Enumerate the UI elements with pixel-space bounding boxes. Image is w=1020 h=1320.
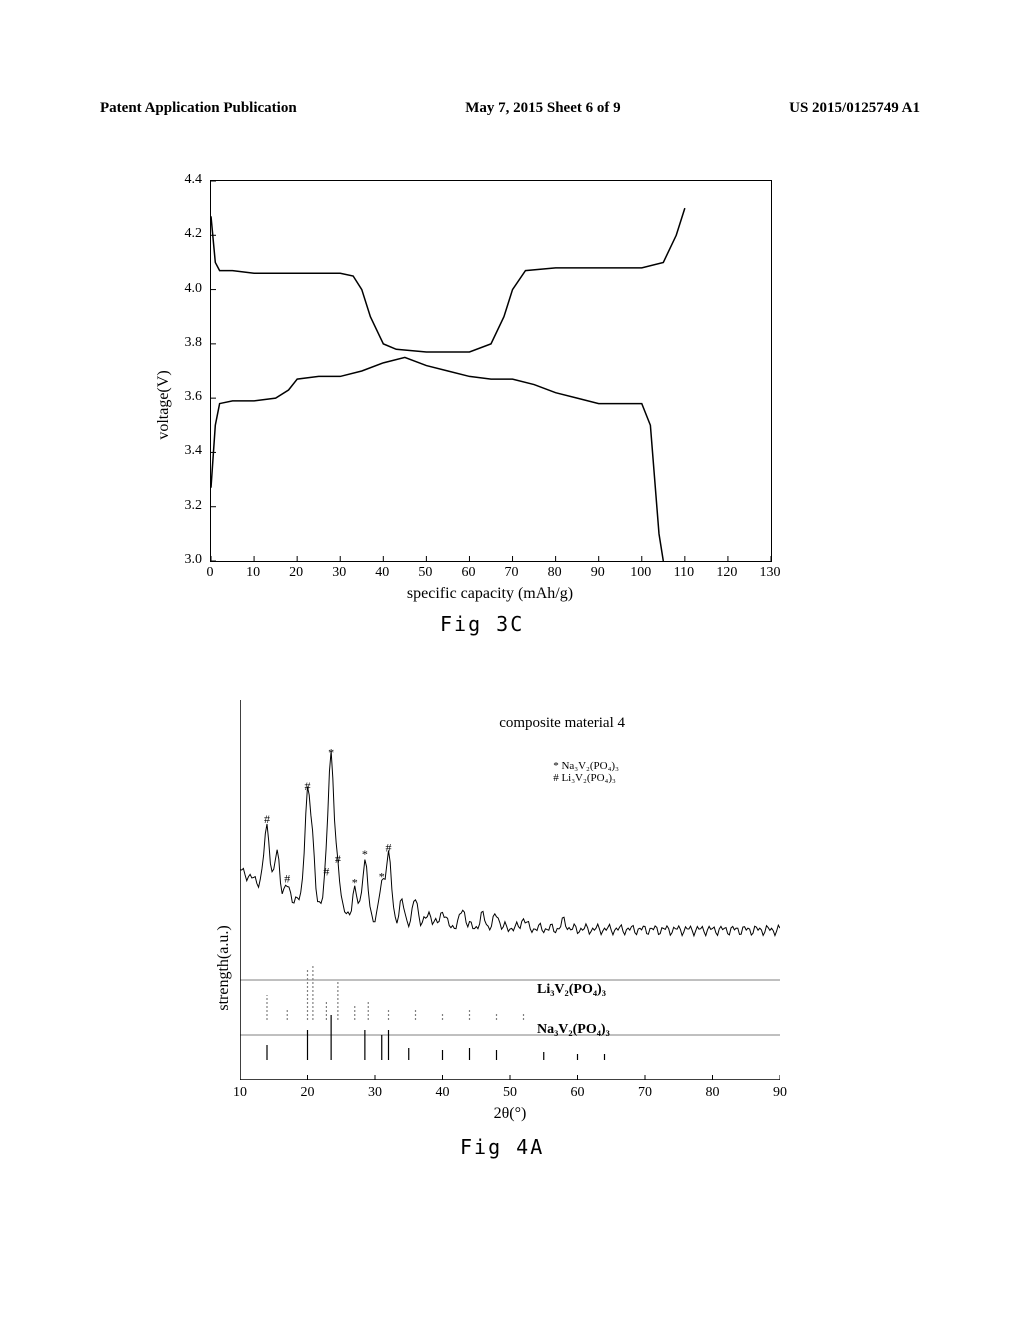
chart2-svg: # # # # * # * * * # [240,700,780,1080]
chart2-xtick: 40 [436,1085,450,1101]
chart1-xtick: 20 [289,565,303,581]
chart2-xlabel: 2θ(°) [494,1105,527,1123]
svg-text:#: # [386,840,392,854]
svg-text:*: * [352,875,358,889]
chart2-xtick: 60 [571,1085,585,1101]
svg-text:#: # [264,812,270,826]
ref-pattern-label: Li₃V₂(PO₄)₃ [537,982,606,998]
svg-text:#: # [323,864,329,878]
chart2-xtick: 20 [301,1085,315,1101]
header-right: US 2015/0125749 A1 [789,100,920,117]
legend-item: * Na₃V₂(PO₄)₃ [553,760,619,772]
chart1-xtick: 60 [461,565,475,581]
chart2-xtick: 50 [503,1085,517,1101]
chart1-xtick: 50 [418,565,432,581]
header-center: May 7, 2015 Sheet 6 of 9 [465,100,620,117]
svg-text:#: # [335,852,341,866]
svg-text:#: # [305,779,311,793]
chart1-xtick: 130 [760,565,781,581]
chart1-xtick: 120 [716,565,737,581]
chart2-xtick: 10 [233,1085,247,1101]
header-left: Patent Application Publication [100,100,297,117]
chart1-ytick: 4.2 [172,226,202,242]
chart1-ytick: 3.0 [172,552,202,568]
chart1-ytick: 3.4 [172,443,202,459]
chart2-title: composite material 4 [499,715,625,732]
chart1-ytick: 4.4 [172,172,202,188]
chart1-xtick: 10 [246,565,260,581]
chart2-xtick: 70 [638,1085,652,1101]
chart1-xtick: 90 [591,565,605,581]
ref-pattern-label: Na₃V₂(PO₄)₃ [537,1022,610,1038]
xrd-chart: # # # # * # * * * # [240,700,780,1080]
legend-item: # Li₃V₂(PO₄)₃ [553,772,619,784]
voltage-capacity-chart [210,180,772,562]
chart1-xtick: 40 [375,565,389,581]
chart2-xtick: 30 [368,1085,382,1101]
chart2-xtick: 90 [773,1085,787,1101]
chart2-ylabel: strength(a.u.) [215,925,233,1010]
chart1-svg [211,181,771,561]
svg-text:*: * [362,847,368,861]
page-header: Patent Application Publication May 7, 20… [100,100,920,117]
figure-caption-3c: Fig 3C [440,612,524,636]
svg-text:#: # [284,872,290,886]
chart1-xtick: 70 [505,565,519,581]
chart2-xtick: 80 [706,1085,720,1101]
figure-caption-4a: Fig 4A [460,1135,544,1159]
chart1-xtick: 100 [630,565,651,581]
chart1-xtick: 0 [207,565,214,581]
chart1-xtick: 30 [332,565,346,581]
chart1-xtick: 110 [674,565,694,581]
chart1-xtick: 80 [548,565,562,581]
chart1-ylabel: voltage(V) [155,370,173,439]
chart1-ytick: 3.6 [172,389,202,405]
chart1-ytick: 3.2 [172,498,202,514]
chart2-legend: * Na₃V₂(PO₄)₃# Li₃V₂(PO₄)₃ [553,760,619,784]
chart1-ytick: 3.8 [172,335,202,351]
chart1-xlabel: specific capacity (mAh/g) [407,585,573,603]
svg-text:*: * [379,870,385,884]
chart1-ytick: 4.0 [172,281,202,297]
svg-text:*: * [328,746,334,760]
